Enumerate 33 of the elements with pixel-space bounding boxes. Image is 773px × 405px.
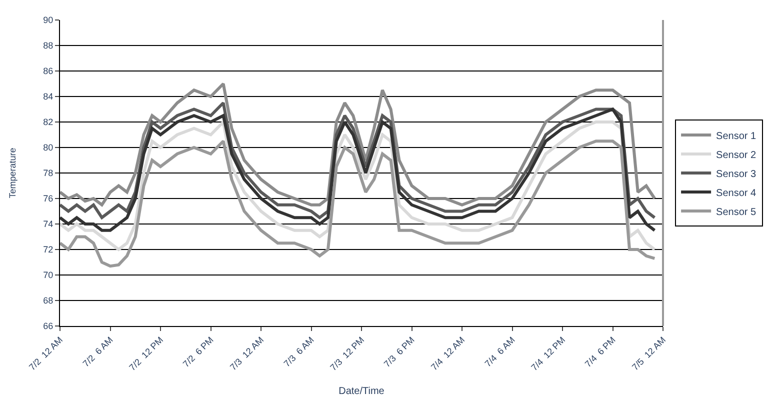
y-tick-label: 84 (43, 92, 54, 102)
legend-label: Sensor 5 (716, 206, 757, 218)
y-axis-title: Temperature (8, 148, 18, 198)
y-tick-label: 82 (43, 117, 54, 128)
y-tick-label: 70 (43, 270, 54, 280)
x-tick-label: 7/5 12 AM (630, 334, 668, 372)
legend-label: Sensor 2 (716, 150, 757, 161)
y-tick-label: 66 (43, 321, 54, 332)
y-tick-label: 78 (43, 168, 54, 178)
y-tick-label: 72 (43, 244, 54, 255)
legend-label: Sensor 1 (716, 130, 757, 142)
y-tick-label: 74 (43, 219, 54, 230)
x-tick-label: 7/3 6 PM (382, 334, 416, 370)
x-tick-label: 7/4 12 AM (429, 334, 467, 372)
y-tick-label: 90 (43, 15, 54, 26)
y-tick-label: 86 (43, 66, 54, 76)
legend-label: Sensor 3 (716, 168, 757, 180)
x-tick-label: 7/3 12 AM (228, 334, 266, 372)
legend-label: Sensor 4 (716, 188, 757, 199)
x-tick-label: 7/4 6 AM (482, 334, 517, 369)
x-tick-label: 7/2 6 AM (80, 334, 115, 369)
x-tick-label: 7/4 12 PM (529, 334, 568, 373)
x-tick-label: 7/2 6 PM (181, 334, 216, 370)
y-tick-label: 68 (43, 296, 54, 306)
x-tick-label: 7/3 12 PM (328, 334, 366, 373)
y-tick-label: 88 (43, 40, 54, 51)
y-tick-label: 80 (43, 142, 54, 153)
x-tick-label: 7/2 12 AM (27, 334, 65, 372)
x-tick-label: 7/4 6 PM (583, 334, 618, 370)
x-tick-label: 7/3 6 AM (282, 334, 316, 369)
x-axis-title: Date/Time (338, 386, 385, 398)
x-tick-label: 7/2 12 PM (127, 334, 166, 373)
y-tick-label: 76 (43, 194, 54, 204)
